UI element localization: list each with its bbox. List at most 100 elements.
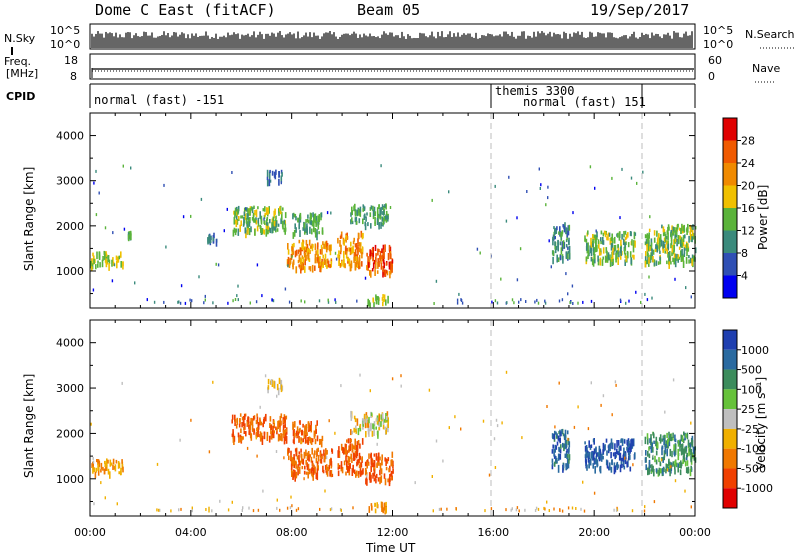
data-cell xyxy=(568,447,570,452)
data-cell xyxy=(617,244,619,248)
data-cell xyxy=(288,262,291,268)
data-cell xyxy=(479,251,481,255)
data-cell xyxy=(685,467,688,473)
data-cell xyxy=(371,247,374,253)
data-cell xyxy=(380,475,383,483)
data-cell xyxy=(271,218,274,225)
data-cell xyxy=(687,439,690,446)
data-cell xyxy=(513,301,515,305)
data-cell xyxy=(388,467,390,473)
data-cell xyxy=(260,421,263,426)
data-cell xyxy=(314,218,316,223)
data-cell xyxy=(664,248,666,254)
data-cell xyxy=(310,456,313,463)
data-cell xyxy=(560,444,562,449)
data-cell xyxy=(308,258,311,262)
data-cell xyxy=(257,206,259,210)
data-cell xyxy=(558,231,560,235)
data-cell xyxy=(309,266,312,272)
data-cell xyxy=(368,262,370,268)
data-cell xyxy=(689,448,691,452)
data-cell xyxy=(300,259,303,265)
data-cell xyxy=(676,253,678,257)
data-cell xyxy=(293,454,295,460)
data-cell xyxy=(348,469,351,476)
data-cell xyxy=(262,423,264,428)
data-cell xyxy=(305,219,307,223)
data-cell xyxy=(301,255,304,259)
data-cell xyxy=(285,428,288,433)
data-cell xyxy=(256,427,259,431)
data-cell xyxy=(261,437,264,445)
data-cell xyxy=(307,451,310,455)
data-cell xyxy=(387,215,389,222)
data-cell xyxy=(626,446,628,451)
data-cell xyxy=(518,509,520,513)
data-cell xyxy=(651,464,653,472)
data-cell xyxy=(590,444,593,448)
data-cell xyxy=(375,294,377,301)
data-cell xyxy=(385,215,387,220)
data-cell xyxy=(356,418,359,426)
data-cell xyxy=(558,299,561,303)
data-cell xyxy=(379,469,381,476)
data-cell xyxy=(659,468,662,474)
data-cell xyxy=(613,508,615,512)
data-cell xyxy=(597,239,600,244)
data-cell xyxy=(672,432,674,438)
data-cell xyxy=(629,251,632,258)
data-cell xyxy=(356,470,358,477)
data-cell xyxy=(259,417,261,423)
data-cell xyxy=(98,191,100,195)
data-cell xyxy=(632,254,634,258)
data-cell xyxy=(685,286,687,290)
data-cell xyxy=(266,169,269,177)
data-cell xyxy=(339,263,342,268)
data-cell xyxy=(666,468,669,472)
data-cell xyxy=(279,415,282,423)
data-cell xyxy=(326,465,328,470)
data-cell xyxy=(284,212,287,219)
data-cell xyxy=(568,253,571,260)
data-cell xyxy=(354,262,357,270)
data-cell xyxy=(371,505,373,511)
data-cell xyxy=(276,430,278,435)
data-cell xyxy=(593,448,596,455)
data-cell xyxy=(227,508,230,512)
data-cell xyxy=(606,450,608,456)
data-cell xyxy=(306,248,309,256)
data-cell xyxy=(389,206,392,209)
data-cell xyxy=(587,427,590,431)
data-cell xyxy=(107,255,110,262)
data-cell xyxy=(95,264,97,270)
data-cell xyxy=(659,434,662,439)
data-cell xyxy=(432,509,434,513)
data-cell xyxy=(293,242,295,248)
data-cell xyxy=(362,426,364,430)
nsky-label: N.Sky xyxy=(4,32,36,45)
data-cell xyxy=(655,436,658,444)
data-cell xyxy=(658,467,661,476)
data-cell xyxy=(239,413,242,417)
data-cell xyxy=(314,232,317,238)
colorbar-tick-label: 25 xyxy=(741,403,755,416)
data-cell xyxy=(607,232,610,237)
data-cell xyxy=(322,254,324,259)
data-cell xyxy=(284,223,287,230)
data-cell xyxy=(611,251,614,259)
freq-tick-top: 18 xyxy=(64,54,78,67)
data-cell xyxy=(122,164,124,168)
data-cell xyxy=(272,222,275,229)
x-tick-label: 16:00 xyxy=(477,526,509,539)
data-cell xyxy=(241,509,243,512)
data-cell xyxy=(663,450,666,458)
data-cell xyxy=(309,226,311,234)
data-cell xyxy=(313,450,316,455)
data-cell xyxy=(438,507,441,511)
time-axis: 00:00 04:00 08:00 12:00 16:00 20:00 00:00 xyxy=(74,113,711,539)
data-cell xyxy=(516,216,518,220)
data-cell xyxy=(681,253,684,259)
data-cell xyxy=(304,227,306,233)
data-cell xyxy=(370,465,372,472)
data-cell xyxy=(259,211,261,219)
